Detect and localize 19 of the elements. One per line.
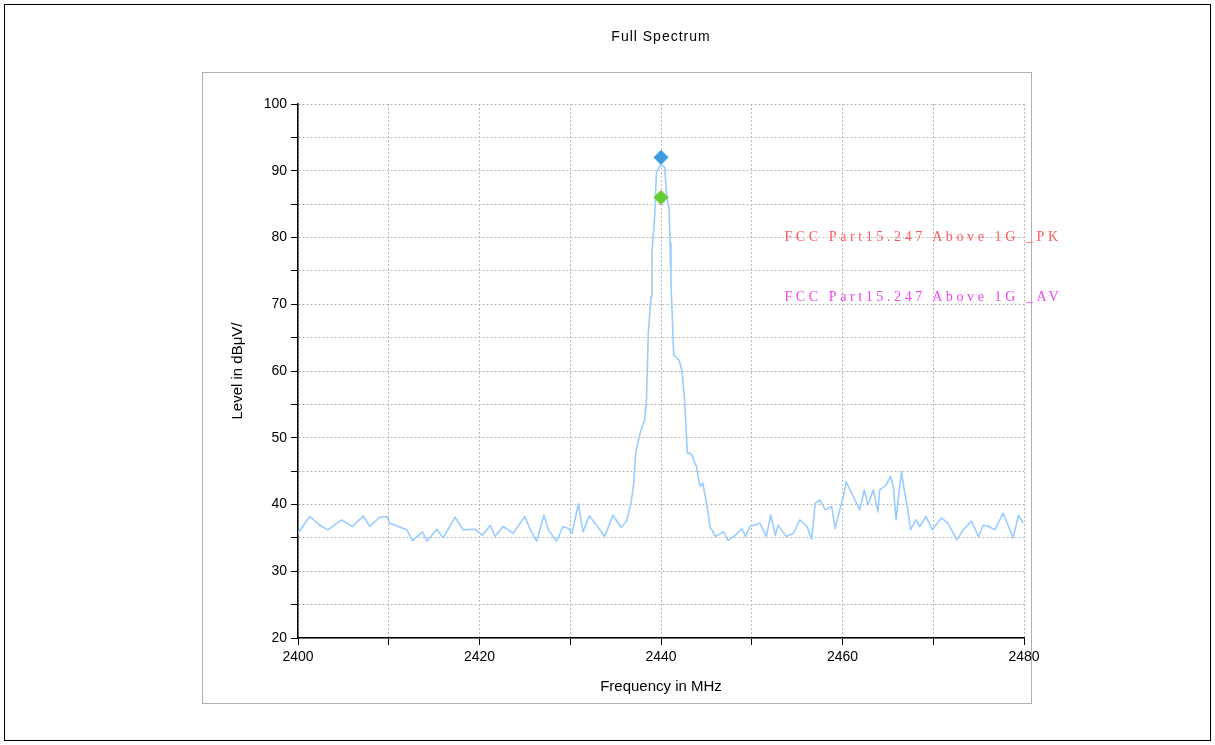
y-tick-label: 90 — [271, 161, 288, 178]
x-tick-label: 2480 — [1008, 648, 1040, 665]
y-tick-label: 40 — [271, 495, 288, 512]
chart-title: Full Spectrum — [611, 27, 711, 44]
x-tick-label: 2420 — [463, 648, 496, 665]
y-tick-label: 20 — [271, 628, 288, 645]
y-tick-label: 70 — [271, 295, 288, 312]
annotation: FCC Part15.247 Above 1G _AV — [784, 288, 1063, 304]
y-tick-label: 50 — [271, 428, 288, 445]
y-axis-title: Level in dBμV/ — [228, 321, 246, 420]
y-tick-label: 60 — [271, 361, 288, 378]
x-tick-label: 2400 — [282, 648, 314, 665]
x-tick-label: 2440 — [645, 648, 677, 665]
x-tick-label: 2460 — [826, 648, 859, 665]
y-tick-label: 100 — [263, 94, 288, 111]
annotation: FCC Part15.247 Above 1G _PK — [784, 228, 1062, 244]
x-axis-title: Frequency in MHz — [600, 677, 722, 695]
y-tick-label: 80 — [271, 228, 288, 245]
y-tick-label: 30 — [271, 562, 288, 579]
